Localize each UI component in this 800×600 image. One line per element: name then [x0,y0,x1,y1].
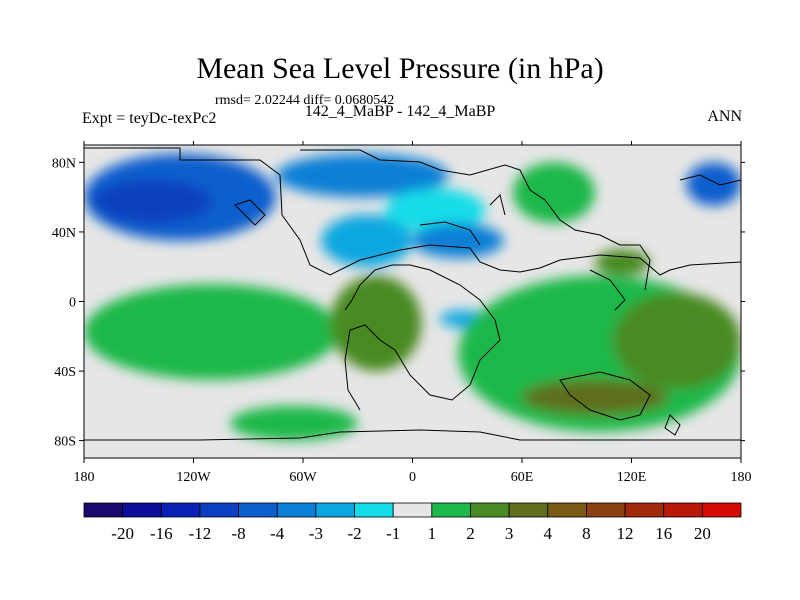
colorbar-swatch [276,502,317,518]
colorbar-label: -3 [309,524,323,543]
colorbar-label: 3 [505,524,514,543]
colorbar-swatch [315,502,355,518]
anomaly-region [230,405,358,441]
colorbar-swatch [83,502,124,518]
colorbar-swatch [199,502,239,518]
colorbar-swatch [238,502,278,518]
axes: 180 120W 60W 0 60E 120E 180 80N 40N 0 40S 80S [52,141,752,485]
anomaly-region [330,275,422,372]
colorbar-swatch [508,502,549,518]
anomaly-region [613,292,741,389]
x-tick-label: 180 [731,470,752,485]
colorbar-swatch [701,502,742,518]
colorbar-label: 20 [694,524,711,543]
season-label: ANN [707,108,742,125]
anomaly-region [275,153,449,198]
colorbar-label: 2 [466,524,475,543]
colorbar-swatch [122,502,162,518]
anomaly-regions [84,153,741,441]
colorbar-swatch [624,502,665,518]
x-tick-label: 120E [617,470,647,485]
y-tick-label: 40S [54,365,76,380]
x-tick-label: 0 [409,470,416,485]
anomaly-region [385,188,486,232]
anomaly-region [93,179,212,224]
y-tick-label: 0 [69,296,76,311]
map-area [83,144,742,459]
x-tick-label: 120W [176,470,211,485]
y-tick-label: 80S [54,435,76,450]
colorbar: -20 -16 -12 -8 -4 -3 -2 -1 1 2 3 4 8 12 16 20 [83,502,742,543]
colorbar-label: -8 [232,524,246,543]
rmsd-diff-stats: rmsd= 2.02244 diff= 0.0680542 [215,93,395,108]
colorbar-label: -1 [386,524,400,543]
x-tick-label: 60E [511,470,534,485]
colorbar-swatch [586,502,626,518]
colorbar-swatch [470,502,510,518]
colorbar-label: 12 [617,524,634,543]
colorbar-label: 16 [655,524,672,543]
colorbar-label: 8 [582,524,591,543]
x-tick-label: 180 [74,470,95,485]
anomaly-region [512,162,595,224]
anomaly-region [522,379,668,415]
colorbar-swatch [663,502,703,518]
colorbar-label: 4 [544,524,553,543]
anomaly-region [412,223,504,259]
colorbar-label: -2 [347,524,361,543]
anomaly-region [84,284,340,380]
anomaly-region [686,162,741,206]
colorbar-label: -20 [111,524,134,543]
colorbar-label: -12 [189,524,212,543]
anomaly-region [321,214,413,267]
x-tick-label: 60W [289,470,317,485]
anomaly-region [595,249,650,276]
coastlines [84,147,741,441]
colorbar-swatch [547,502,587,518]
comparison-label: 142_4_MaBP - 142_4_MaBP [304,103,496,120]
y-tick-label: 80N [52,156,76,171]
colorbar-label: -16 [150,524,173,543]
experiment-label: Expt = teyDc-texPc2 [82,110,217,127]
colorbar-swatch [431,502,471,518]
colorbar-swatch [160,502,201,518]
colorbar-swatch [354,502,394,518]
chart-title: Mean Sea Level Pressure (in hPa) [196,52,604,85]
y-tick-label: 40N [52,226,76,241]
colorbar-label: -4 [270,524,285,543]
colorbar-label: 1 [428,524,437,543]
colorbar-swatch [392,502,433,518]
